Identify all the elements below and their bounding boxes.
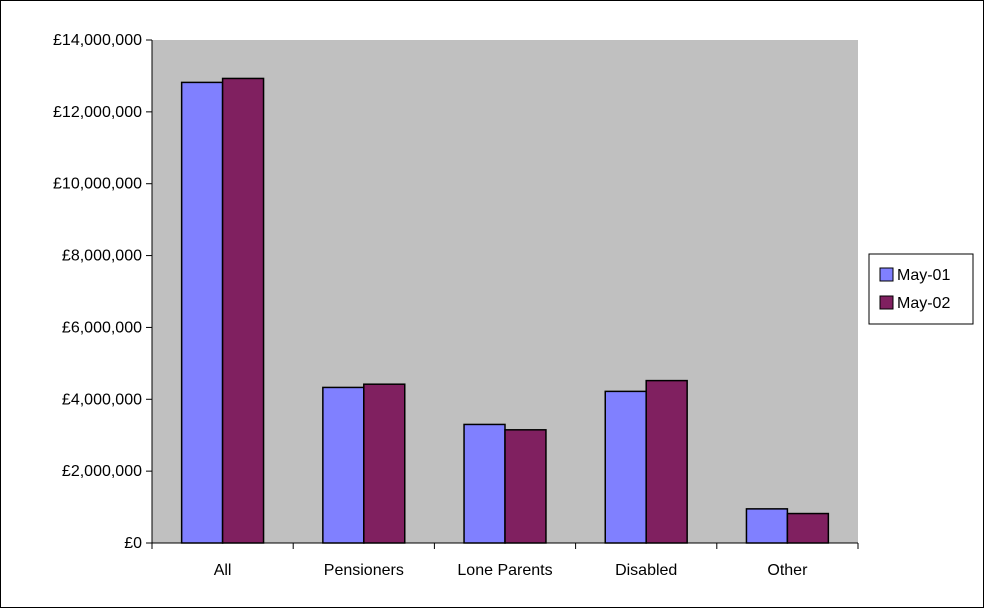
bar-lone-parents-may-02 bbox=[504, 429, 547, 544]
legend-swatch bbox=[879, 267, 894, 282]
x-tick-label: Lone Parents bbox=[457, 562, 552, 579]
bar-pensioners-may-01 bbox=[322, 386, 365, 544]
bar-lone-parents-may-01 bbox=[463, 423, 506, 544]
bars-group bbox=[180, 77, 830, 544]
y-tick-label: £4,000,000 bbox=[62, 391, 142, 408]
legend-swatch bbox=[879, 295, 894, 310]
y-tick-label: £6,000,000 bbox=[62, 319, 142, 336]
axes-group: £0 £2,000,000 £4,000,000 £6,000,000 £8,000,0… bbox=[53, 32, 859, 579]
x-tick-label: All bbox=[214, 562, 232, 579]
legend-box bbox=[868, 253, 974, 325]
bar-other-may-01 bbox=[745, 508, 789, 544]
x-tick-label: Pensioners bbox=[324, 562, 404, 579]
bar-other-may-02 bbox=[786, 512, 830, 544]
bar-all-may-01 bbox=[180, 81, 224, 544]
y-tick-label: £0 bbox=[124, 535, 142, 552]
legend-label: May-01 bbox=[897, 267, 950, 284]
x-tick-label: Other bbox=[767, 562, 808, 579]
y-tick-label: £12,000,000 bbox=[53, 104, 142, 121]
bar-pensioners-may-02 bbox=[363, 383, 406, 544]
x-tick-label: Disabled bbox=[615, 562, 677, 579]
y-tick-label: £10,000,000 bbox=[53, 176, 142, 193]
bar-disabled-may-02 bbox=[645, 379, 688, 544]
y-tick-label: £8,000,000 bbox=[62, 248, 142, 265]
bar-disabled-may-01 bbox=[604, 390, 647, 544]
legend-label: May-02 bbox=[897, 295, 950, 312]
y-tick-label: £2,000,000 bbox=[62, 463, 142, 480]
legend: May-01 May-02 bbox=[868, 253, 974, 325]
y-tick-label: £14,000,000 bbox=[53, 32, 142, 49]
bar-all-may-02 bbox=[221, 77, 265, 544]
